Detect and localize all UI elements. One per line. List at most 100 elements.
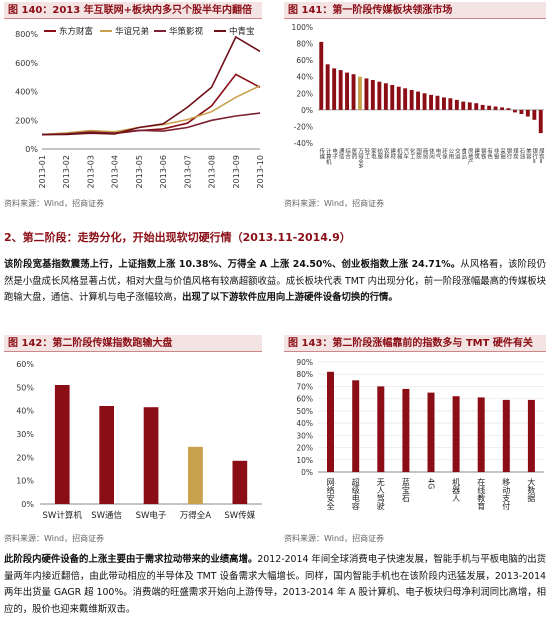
x-tick-label: 网络安全 <box>326 478 335 510</box>
x-tick-label: 超级电容 <box>351 477 360 511</box>
section-heading: 2、第二阶段：走势分化，开始出现软切硬行情（2013.11-2014.9） <box>4 231 351 244</box>
y-tick-label: 20% <box>296 89 313 98</box>
x-tick-label: 石油 <box>518 148 525 161</box>
x-tick-label: 轻工 <box>363 147 370 160</box>
x-tick-label: 环保 <box>441 148 448 161</box>
bar <box>54 385 70 504</box>
x-tick-label: 汽车 <box>402 147 409 161</box>
legend-label: 东方财富 <box>59 26 93 37</box>
bar <box>188 446 203 504</box>
bar <box>377 81 382 110</box>
bar <box>442 97 446 110</box>
x-tick-label: 建材 <box>389 147 396 160</box>
paragraph1-bold-1: 该阶段宽基指数震荡上行， <box>4 259 119 270</box>
paragraph2-bold-1: 此阶段内硬件设备的上涨主要由于需求拉动带来的业绩高增。 <box>4 554 258 565</box>
bar <box>370 80 375 110</box>
figure-140-source: 资料来源：Wind，招商证券 <box>4 199 105 208</box>
bar <box>325 64 330 110</box>
paragraph2-text: 2012-2014 年间全球消费电子快速发展，智能手机与平板电脑的出货量两年内接… <box>4 554 546 615</box>
y-tick-label: 50% <box>296 407 313 416</box>
x-tick-label: 2013-06 <box>159 155 168 188</box>
x-tick-label: 2013-07 <box>183 155 192 188</box>
y-tick-label: -40% <box>294 139 313 148</box>
y-tick-label: 40% <box>296 419 313 428</box>
bar <box>352 380 360 472</box>
figure-143-source: 资料来源：Wind，招商证券 <box>284 534 385 543</box>
paragraph-hardware-demand: 此阶段内硬件设备的上涨主要由于需求拉动带来的业绩高增。2012-2014 年间全… <box>4 552 546 618</box>
bar <box>500 107 504 110</box>
y-tick-label: 50% <box>16 383 34 392</box>
figure-141-source: 资料来源：Wind，招商证券 <box>284 199 385 208</box>
figure-141-bar-chart: 100% 80% 60% 40% 20% 0% -20% -40% 传媒 计算机 电子 通信 综合 医药万… <box>292 23 545 169</box>
y-tick-label: -20% <box>294 122 313 131</box>
x-tick-label: 煤炭 <box>512 147 519 161</box>
x-tick-label: 蓝宝石 <box>401 477 410 503</box>
bar <box>338 70 343 110</box>
legend-label: 华谊兄弟 <box>115 26 149 37</box>
y-tick-label: 0% <box>21 500 34 509</box>
y-tick-label: 600% <box>15 59 38 68</box>
x-tick-label: 房地产 <box>467 147 474 166</box>
figure-140-title: 图 140：2013 年互联网+板块内多只个股半年内翻倍 <box>4 2 262 19</box>
x-tick-label: 传媒 <box>318 147 325 161</box>
paragraph1-text: 从风格看，该阶段仍然是小盘成长风格显著占优，相对大盘与价值风格有较高超额收益。成… <box>4 259 546 304</box>
x-tick-label: 美容 <box>525 147 532 161</box>
figure-140-line-chart: 800% 600% 400% 200% 0%2013-01 2013-02 2013-03 2… <box>15 26 265 188</box>
paragraph1-bold-3: 出现了以下游软件应用向上游硬件设备切换的行情。 <box>182 292 398 304</box>
x-tick-label: 商贸 <box>422 147 429 161</box>
x-tick-label: 建筑 <box>473 147 480 161</box>
x-tick-label: 大数据 <box>527 477 536 503</box>
x-tick-label: 2013-03 <box>86 155 95 188</box>
bar <box>477 397 485 472</box>
x-tick-label: 有色 <box>486 147 493 160</box>
x-tick-label: 食品 <box>460 147 467 161</box>
x-tick-label: 交运 <box>454 147 461 161</box>
x-tick-label: SW通信 <box>91 510 122 521</box>
y-tick-label: 80% <box>296 40 313 49</box>
bar <box>383 83 388 110</box>
bar <box>403 88 408 110</box>
x-tick-label: 化工 <box>409 147 416 160</box>
bar <box>358 76 362 110</box>
x-tick-label: SW计算机 <box>43 510 83 521</box>
bar <box>527 399 535 472</box>
x-tick-label: 2013-01 <box>38 155 47 188</box>
paragraph-stage-two-summary: 该阶段宽基指数震荡上行，上证指数上涨 10.38%、万得全 A 上涨 24.50… <box>4 257 546 307</box>
legend-label: 华策影视 <box>169 26 204 37</box>
x-tick-label: 公用 <box>447 148 454 160</box>
series-line <box>41 35 261 136</box>
x-tick-label: 非银 <box>493 147 500 161</box>
x-tick-label: 无人驾驶 <box>376 478 385 511</box>
x-tick-label: 家电 <box>370 147 377 160</box>
x-tick-label: 计算机 <box>325 147 332 166</box>
y-tick-label: 30% <box>296 431 313 440</box>
bar <box>364 78 369 110</box>
y-tick-label: 100% <box>292 23 313 32</box>
x-tick-label: 移动支付 <box>502 477 511 511</box>
x-tick-label: 医药 <box>351 148 358 161</box>
y-tick-label: 70% <box>296 382 313 391</box>
x-tick-label: SW传媒 <box>224 510 255 521</box>
bar <box>538 109 543 134</box>
bar <box>502 399 510 472</box>
x-tick-label: 休闲 <box>428 147 435 161</box>
bar <box>427 392 435 472</box>
bar <box>402 388 410 472</box>
y-tick-label: 60% <box>16 360 34 369</box>
bar <box>467 102 472 110</box>
y-tick-label: 0% <box>301 106 313 115</box>
bar <box>452 396 460 472</box>
x-tick-label: 万得全A <box>357 148 364 169</box>
x-tick-label: 2013-08 <box>208 155 217 188</box>
figure-142-title: 图 142：第二阶段传媒指数跑输大盘 <box>4 335 262 352</box>
series-line <box>41 85 261 136</box>
x-tick-label: 机器人 <box>452 477 461 502</box>
bar <box>461 101 466 110</box>
figure-142-source: 资料来源：Wind，招商证券 <box>4 534 105 543</box>
bar <box>422 93 427 110</box>
y-tick-label: 20% <box>296 444 313 453</box>
x-tick-label: 农林 <box>383 147 390 161</box>
y-tick-label: 0% <box>25 145 38 154</box>
x-tick-label: 2013-10 <box>256 155 265 188</box>
x-tick-label: 2013-02 <box>62 155 71 188</box>
